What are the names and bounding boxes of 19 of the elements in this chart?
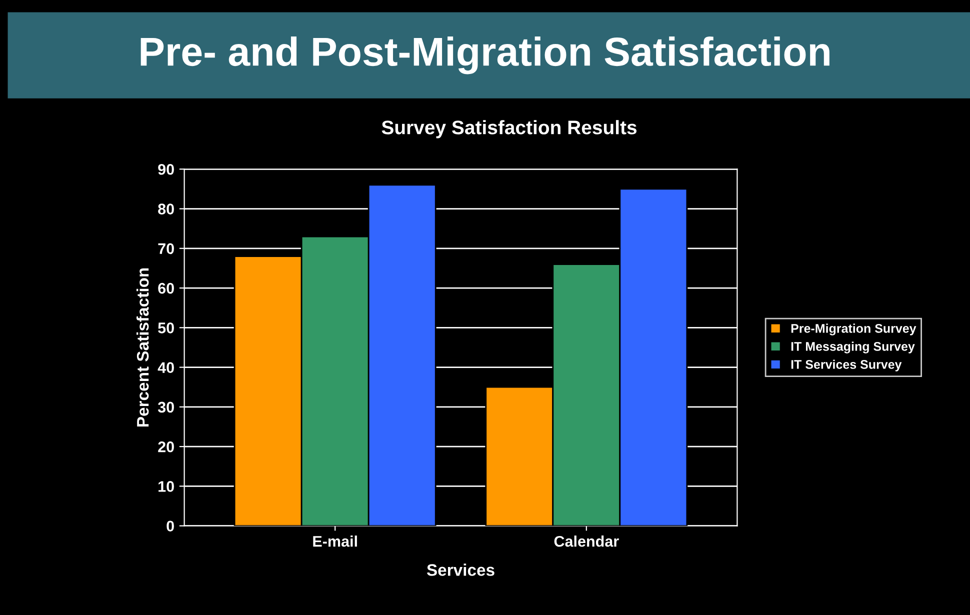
y-axis-title: Percent Satisfaction bbox=[136, 268, 149, 426]
x-tick-label: Calendar bbox=[554, 536, 619, 547]
y-tick-label: 60 bbox=[158, 282, 174, 294]
legend-label: IT Messaging Survey bbox=[791, 342, 915, 354]
chart-subtitle: Survey Satisfaction Results bbox=[382, 120, 637, 138]
y-tick-label: 40 bbox=[158, 362, 174, 373]
x-tick-label: E-mail bbox=[313, 536, 357, 547]
legend-label: Pre-Migration Survey bbox=[791, 324, 916, 336]
y-tick-label: 50 bbox=[158, 322, 174, 334]
y-tick-label: 80 bbox=[158, 204, 174, 214]
x-axis-title: Services bbox=[426, 564, 494, 576]
y-tick-label: 30 bbox=[158, 402, 174, 413]
y-tick-label: 20 bbox=[158, 441, 174, 452]
y-tick-label: 70 bbox=[158, 243, 174, 254]
y-tick-label: 10 bbox=[158, 481, 174, 492]
y-tick-label: 90 bbox=[158, 164, 174, 175]
y-tick-label: 0 bbox=[166, 520, 174, 532]
chart-title: Pre- and Post-Migration Satisfaction bbox=[140, 36, 830, 74]
legend-label: IT Services Survey bbox=[791, 360, 902, 372]
